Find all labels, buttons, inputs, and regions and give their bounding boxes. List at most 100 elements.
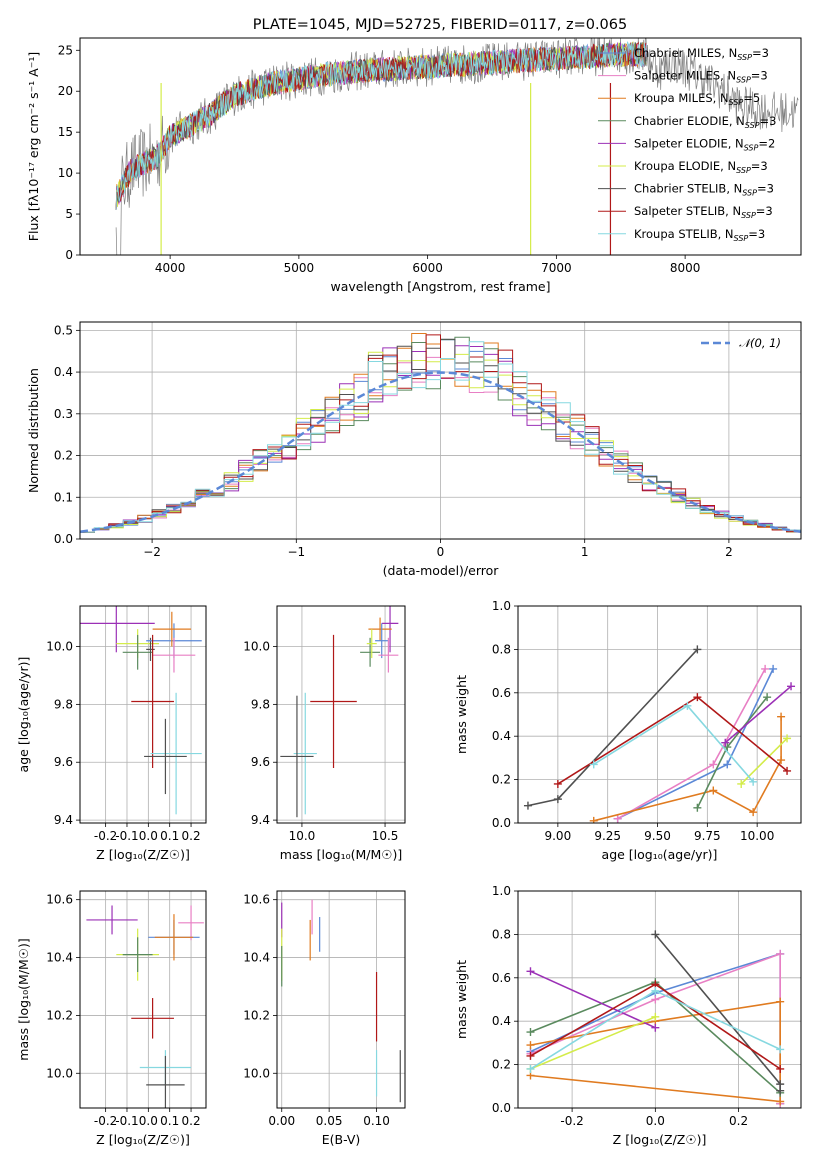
series-marker — [787, 682, 796, 691]
x-tick-label: 0.00 — [268, 1114, 295, 1128]
axes-frame — [79, 37, 802, 256]
panel-spectrum: 4000 5000 6000 7000 8000 0 5 10 15 20 25 wavelength… — [26, 37, 802, 294]
y-tick-label: 0.2 — [492, 773, 511, 787]
errorbar-point — [80, 606, 155, 653]
series-marker — [776, 1064, 785, 1073]
x-tick-label: 9.75 — [694, 829, 721, 843]
x-tick-label: 8000 — [670, 261, 701, 275]
y-tick-label: 0.4 — [492, 1014, 511, 1028]
x-tick-label: 0 — [437, 545, 445, 559]
x-tick-label: 0.2 — [182, 1114, 201, 1128]
errorbar-point — [122, 634, 153, 670]
plot-area-age_vs_Z — [80, 606, 202, 815]
y-tick-label: 9.8 — [54, 697, 73, 711]
plot-area-age_vs_mass — [280, 606, 399, 818]
errorbar-point — [280, 695, 314, 818]
errorbar-point — [366, 629, 377, 659]
series-marker — [783, 734, 792, 743]
x-axis-label: age [log₁₀(age/yr)] — [602, 847, 718, 862]
x-tick-label: 0.1 — [160, 829, 179, 843]
errorbar-point — [378, 637, 399, 673]
legend-label: Salpeter ELODIE, NSSP=2 — [634, 136, 775, 152]
y-tick-label: 10 — [58, 166, 73, 180]
legend-entry: Chabrier ELODIE, NSSP=3 — [598, 114, 776, 130]
legend-label: Chabrier ELODIE, NSSP=3 — [634, 114, 776, 130]
legend-label: Chabrier STELIB, NSSP=3 — [634, 182, 774, 198]
series-marker — [693, 693, 702, 702]
y-tick-label: 9.6 — [251, 755, 270, 769]
errorbar-point — [146, 1055, 185, 1108]
series-kroupa-miles — [526, 997, 785, 1106]
y-tick-label: 10.2 — [46, 1008, 73, 1022]
series-chabrier-elodie — [693, 693, 772, 812]
figure-title: PLATE=1045, MJD=52725, FIBERID=0117, z=0… — [253, 17, 627, 33]
y-tick-label: 0.1 — [54, 490, 73, 504]
y-axis-label: mass weight — [454, 960, 469, 1039]
axes-frame — [276, 890, 406, 1109]
series-marker — [589, 760, 598, 769]
y-tick-label: 10.6 — [46, 893, 73, 907]
series-chabrier-stelib — [523, 645, 702, 810]
y-tick-label: 10.4 — [46, 951, 73, 965]
y-tick-label: 0.8 — [492, 927, 511, 941]
series-marker — [709, 786, 718, 795]
x-tick-label: -0.1 — [115, 1114, 138, 1128]
series-marker — [776, 1097, 785, 1106]
series-marker — [613, 814, 622, 823]
y-tick-label: 20 — [58, 84, 73, 98]
y-tick-label: 0.5 — [54, 323, 73, 337]
errorbar-point — [122, 937, 153, 973]
series-line — [654, 933, 781, 1091]
series-marker — [777, 756, 786, 765]
x-axis-label: Z [log₁₀(Z/Z☉)] — [613, 1132, 707, 1147]
y-tick-label: 15 — [58, 125, 73, 139]
series-marker — [737, 779, 746, 788]
x-tick-label: 0.0 — [139, 829, 158, 843]
x-tick-label: 0.0 — [646, 1114, 665, 1128]
y-axis-label: mass [log₁₀(M/M☉)] — [16, 938, 31, 1060]
series-line — [530, 970, 656, 1029]
series-marker — [526, 1041, 535, 1050]
series-marker — [651, 1012, 660, 1021]
axes-frame — [79, 605, 207, 824]
legend-entry: Kroupa ELODIE, NSSP=3 — [598, 159, 768, 175]
series-chabrier-stelib — [651, 930, 785, 1095]
x-tick-label: 5000 — [284, 261, 315, 275]
errorbar-point — [178, 905, 204, 941]
y-tick-label: 0.0 — [492, 816, 511, 830]
y-tick-label: 10.4 — [243, 951, 270, 965]
plot-area-mass_weight_vs_age — [523, 645, 796, 823]
y-axis-label: age [log₁₀(age/yr)] — [16, 657, 31, 773]
series-marker — [523, 801, 532, 810]
y-tick-label: 1.0 — [492, 884, 511, 898]
plot-area-spectrum — [115, 38, 799, 255]
legend-label: Salpeter MILES, NSSP=3 — [634, 69, 768, 85]
x-tick-label: 10.5 — [372, 829, 399, 843]
axes-frame — [79, 321, 802, 540]
legend-entry: Chabrier STELIB, NSSP=3 — [598, 182, 774, 198]
x-tick-label: -0.2 — [94, 829, 117, 843]
plot-area-residuals — [80, 333, 801, 533]
histogram-kroupa-stelib — [80, 341, 801, 533]
y-tick-label: 0.4 — [492, 729, 511, 743]
x-tick-label: 7000 — [541, 261, 572, 275]
x-tick-label: 0.2 — [729, 1114, 748, 1128]
series-marker — [526, 967, 535, 976]
x-tick-label: 9.00 — [544, 829, 571, 843]
errorbar-point — [152, 611, 192, 647]
y-tick-label: 10.0 — [243, 1066, 270, 1080]
y-tick-label: 10.0 — [243, 640, 270, 654]
series-marker — [526, 1064, 535, 1073]
y-tick-label: 10.6 — [243, 893, 270, 907]
series-salpeter-elodie — [526, 967, 660, 1032]
series-salpeter-miles — [613, 664, 770, 823]
series-marker — [553, 795, 562, 804]
axes-frame — [517, 605, 802, 824]
x-tick-label: 10.00 — [740, 829, 774, 843]
y-tick-label: 0.6 — [492, 971, 511, 985]
series-line — [530, 1016, 656, 1070]
series-salpeter-elodie — [721, 682, 796, 747]
series-salpeter-stelib — [526, 980, 785, 1073]
panel-mass_vs_ebv: 0.00 0.05 0.10 10.0 10.2 10.4 10.6 E(B-V) — [243, 890, 406, 1147]
